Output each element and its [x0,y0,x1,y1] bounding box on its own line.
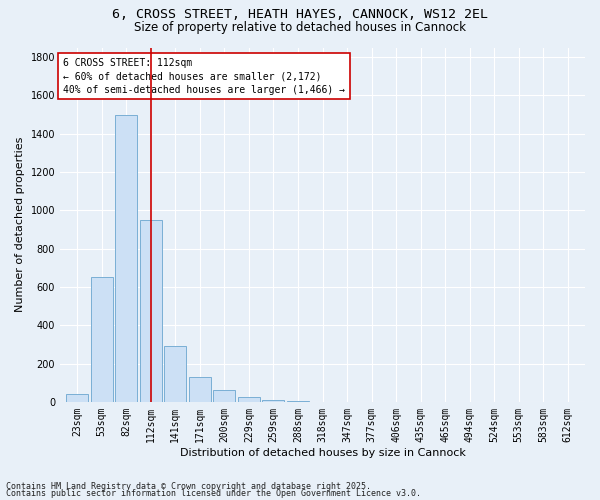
Bar [262,400,284,402]
Bar [140,220,162,402]
Bar [115,114,137,402]
Text: 6 CROSS STREET: 112sqm
← 60% of detached houses are smaller (2,172)
40% of semi-: 6 CROSS STREET: 112sqm ← 60% of detached… [62,58,344,94]
Bar [164,346,187,402]
Text: Contains public sector information licensed under the Open Government Licence v3: Contains public sector information licen… [6,490,421,498]
Bar [91,278,113,402]
Text: Contains HM Land Registry data © Crown copyright and database right 2025.: Contains HM Land Registry data © Crown c… [6,482,371,491]
Bar [189,377,211,402]
Bar [287,401,309,402]
Text: 6, CROSS STREET, HEATH HAYES, CANNOCK, WS12 2EL: 6, CROSS STREET, HEATH HAYES, CANNOCK, W… [112,8,488,20]
Text: Size of property relative to detached houses in Cannock: Size of property relative to detached ho… [134,21,466,34]
Bar [66,394,88,402]
Y-axis label: Number of detached properties: Number of detached properties [15,137,25,312]
X-axis label: Distribution of detached houses by size in Cannock: Distribution of detached houses by size … [179,448,466,458]
Bar [238,397,260,402]
Bar [214,390,235,402]
